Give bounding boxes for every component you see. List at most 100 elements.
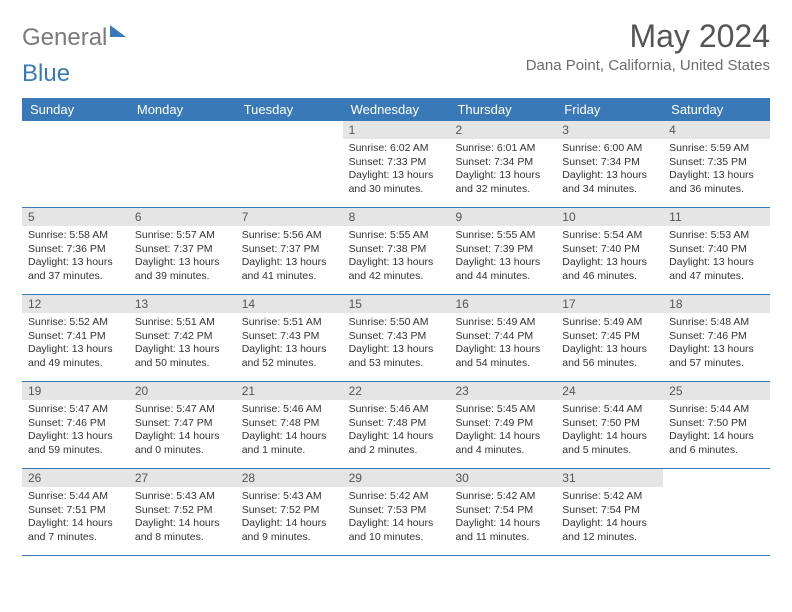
day-cell: . (129, 121, 236, 207)
day-cell: 20Sunrise: 5:47 AMSunset: 7:47 PMDayligh… (129, 382, 236, 468)
dayhead-monday: Monday (129, 98, 236, 121)
day-cell: 24Sunrise: 5:44 AMSunset: 7:50 PMDayligh… (556, 382, 663, 468)
day-body: Sunrise: 6:01 AMSunset: 7:34 PMDaylight:… (449, 139, 556, 203)
day-body: Sunrise: 5:43 AMSunset: 7:52 PMDaylight:… (236, 487, 343, 551)
day-cell: 17Sunrise: 5:49 AMSunset: 7:45 PMDayligh… (556, 295, 663, 381)
day-body: Sunrise: 6:00 AMSunset: 7:34 PMDaylight:… (556, 139, 663, 203)
day-cell: 31 Sunrise: 5:42 AMSunset: 7:54 PMDayligh… (556, 469, 663, 555)
daylight-line: Daylight: 14 hours and 5 minutes. (562, 430, 657, 457)
sunset-line: Sunset: 7:37 PM (135, 243, 230, 257)
sunset-line: Sunset: 7:54 PM (562, 504, 657, 518)
day-body: Sunrise: 5:47 AMSunset: 7:46 PMDaylight:… (22, 400, 129, 464)
sunset-line: Sunset: 7:53 PM (349, 504, 444, 518)
daylight-line: Daylight: 14 hours and 6 minutes. (669, 430, 764, 457)
day-body: Sunrise: 5:53 AMSunset: 7:40 PMDaylight:… (663, 226, 770, 290)
dayhead-saturday: Saturday (663, 98, 770, 121)
day-cell: . (236, 121, 343, 207)
day-cell: 13Sunrise: 5:51 AMSunset: 7:42 PMDayligh… (129, 295, 236, 381)
day-number: 9 (449, 208, 556, 226)
sunset-line: Sunset: 7:48 PM (242, 417, 337, 431)
day-number: 17 (556, 295, 663, 313)
sunset-line: Sunset: 7:49 PM (455, 417, 550, 431)
sunrise-line: Sunrise: 5:46 AM (242, 403, 337, 417)
day-body: Sunrise: 5:47 AMSunset: 7:47 PMDaylight:… (129, 400, 236, 464)
day-cell: 8Sunrise: 5:55 AMSunset: 7:38 PMDaylight… (343, 208, 450, 294)
day-cell: 5Sunrise: 5:58 AMSunset: 7:36 PMDaylight… (22, 208, 129, 294)
sunset-line: Sunset: 7:43 PM (242, 330, 337, 344)
sunrise-line: Sunrise: 5:58 AM (28, 229, 123, 243)
day-cell: 15Sunrise: 5:50 AMSunset: 7:43 PMDayligh… (343, 295, 450, 381)
daylight-line: Daylight: 13 hours and 59 minutes. (28, 430, 123, 457)
day-number: 14 (236, 295, 343, 313)
daylight-line: Daylight: 13 hours and 34 minutes. (562, 169, 657, 196)
sunrise-line: Sunrise: 5:47 AM (135, 403, 230, 417)
day-number: 7 (236, 208, 343, 226)
brand-part1: General (22, 24, 107, 52)
day-cell: 28Sunrise: 5:43 AMSunset: 7:52 PMDayligh… (236, 469, 343, 555)
daylight-line: Daylight: 14 hours and 12 minutes. (562, 517, 657, 544)
day-cell: 27Sunrise: 5:43 AMSunset: 7:52 PMDayligh… (129, 469, 236, 555)
week-row: 5Sunrise: 5:58 AMSunset: 7:36 PMDaylight… (22, 208, 770, 295)
day-cell: 6Sunrise: 5:57 AMSunset: 7:37 PMDaylight… (129, 208, 236, 294)
daylight-line: Daylight: 14 hours and 7 minutes. (28, 517, 123, 544)
sunrise-line: Sunrise: 5:47 AM (28, 403, 123, 417)
day-number: 31 (556, 469, 663, 487)
day-number: 26 (22, 469, 129, 487)
day-number: 4 (663, 121, 770, 139)
day-cell: 1Sunrise: 6:02 AMSunset: 7:33 PMDaylight… (343, 121, 450, 207)
daylight-line: Daylight: 14 hours and 4 minutes. (455, 430, 550, 457)
day-number: 13 (129, 295, 236, 313)
day-number: 6 (129, 208, 236, 226)
daylight-line: Daylight: 13 hours and 32 minutes. (455, 169, 550, 196)
sunrise-line: Sunrise: 6:02 AM (349, 142, 444, 156)
week-row: ...1Sunrise: 6:02 AMSunset: 7:33 PMDayli… (22, 121, 770, 208)
day-cell: . (663, 469, 770, 555)
daylight-line: Daylight: 13 hours and 41 minutes. (242, 256, 337, 283)
daylight-line: Daylight: 14 hours and 9 minutes. (242, 517, 337, 544)
day-body: Sunrise: 5:55 AMSunset: 7:39 PMDaylight:… (449, 226, 556, 290)
sunrise-line: Sunrise: 5:50 AM (349, 316, 444, 330)
sunset-line: Sunset: 7:51 PM (28, 504, 123, 518)
day-cell: 10Sunrise: 5:54 AMSunset: 7:40 PMDayligh… (556, 208, 663, 294)
day-cell: 19Sunrise: 5:47 AMSunset: 7:46 PMDayligh… (22, 382, 129, 468)
sunset-line: Sunset: 7:34 PM (455, 156, 550, 170)
sunset-line: Sunset: 7:48 PM (349, 417, 444, 431)
day-number: 28 (236, 469, 343, 487)
day-body: Sunrise: 5:49 AMSunset: 7:45 PMDaylight:… (556, 313, 663, 377)
day-cell: 9Sunrise: 5:55 AMSunset: 7:39 PMDaylight… (449, 208, 556, 294)
sunset-line: Sunset: 7:47 PM (135, 417, 230, 431)
day-number: 16 (449, 295, 556, 313)
sunrise-line: Sunrise: 5:43 AM (135, 490, 230, 504)
daylight-line: Daylight: 13 hours and 53 minutes. (349, 343, 444, 370)
sunset-line: Sunset: 7:33 PM (349, 156, 444, 170)
day-body: Sunrise: 5:56 AMSunset: 7:37 PMDaylight:… (236, 226, 343, 290)
day-body: Sunrise: 5:49 AMSunset: 7:44 PMDaylight:… (449, 313, 556, 377)
day-body: Sunrise: 5:45 AMSunset: 7:49 PMDaylight:… (449, 400, 556, 464)
day-cell: 21Sunrise: 5:46 AMSunset: 7:48 PMDayligh… (236, 382, 343, 468)
sunrise-line: Sunrise: 5:51 AM (135, 316, 230, 330)
day-number: 20 (129, 382, 236, 400)
day-body: Sunrise: 5:51 AMSunset: 7:42 PMDaylight:… (129, 313, 236, 377)
sunrise-line: Sunrise: 5:48 AM (669, 316, 764, 330)
day-number: 25 (663, 382, 770, 400)
day-number: 10 (556, 208, 663, 226)
week-row: 26Sunrise: 5:44 AMSunset: 7:51 PMDayligh… (22, 469, 770, 556)
sunrise-line: Sunrise: 5:42 AM (562, 490, 657, 504)
sunrise-line: Sunrise: 5:59 AM (669, 142, 764, 156)
sunrise-line: Sunrise: 5:42 AM (349, 490, 444, 504)
month-title: May 2024 (526, 18, 770, 55)
sunset-line: Sunset: 7:41 PM (28, 330, 123, 344)
daylight-line: Daylight: 13 hours and 39 minutes. (135, 256, 230, 283)
day-body: Sunrise: 5:59 AMSunset: 7:35 PMDaylight:… (663, 139, 770, 203)
sunset-line: Sunset: 7:46 PM (669, 330, 764, 344)
day-number: 12 (22, 295, 129, 313)
sunrise-line: Sunrise: 6:01 AM (455, 142, 550, 156)
day-number: 30 (449, 469, 556, 487)
day-body: Sunrise: 5:54 AMSunset: 7:40 PMDaylight:… (556, 226, 663, 290)
day-body: Sunrise: 5:50 AMSunset: 7:43 PMDaylight:… (343, 313, 450, 377)
sunset-line: Sunset: 7:50 PM (669, 417, 764, 431)
day-cell: . (22, 121, 129, 207)
day-number: 29 (343, 469, 450, 487)
sunset-line: Sunset: 7:38 PM (349, 243, 444, 257)
daylight-line: Daylight: 14 hours and 0 minutes. (135, 430, 230, 457)
